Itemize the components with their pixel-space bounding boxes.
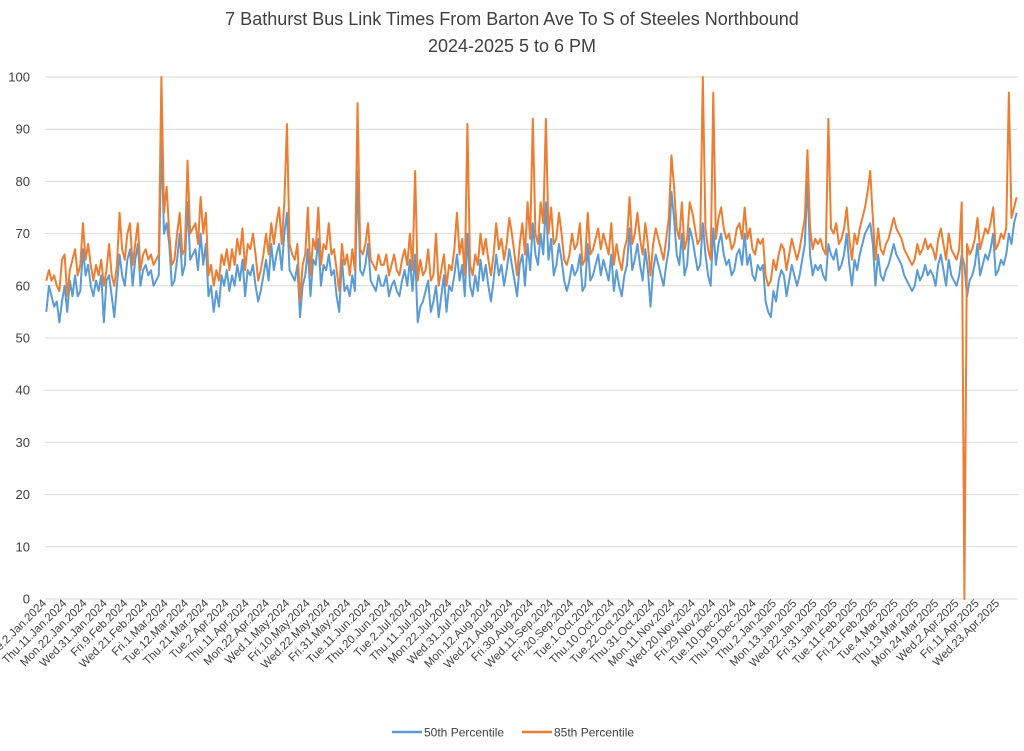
series-85th-percentile (45, 76, 1018, 600)
chart-subtitle: 2024-2025 5 to 6 PM (428, 36, 596, 56)
y-tick-label: 100 (8, 70, 30, 85)
legend-label: 50th Percentile (424, 726, 504, 740)
y-tick-label: 70 (16, 226, 30, 241)
y-tick-label: 90 (16, 122, 30, 137)
y-tick-label: 0 (23, 592, 30, 607)
y-tick-label: 80 (16, 174, 30, 189)
y-tick-label: 30 (16, 435, 30, 450)
y-tick-label: 50 (16, 331, 30, 346)
y-axis-ticks: 0 10 20 30 40 50 60 70 80 90 100 (8, 70, 30, 607)
series-line (45, 76, 1018, 600)
legend: 50th Percentile 85th Percentile (392, 726, 634, 740)
y-tick-label: 60 (16, 278, 30, 293)
legend-label: 85th Percentile (554, 726, 634, 740)
y-tick-label: 40 (16, 383, 30, 398)
series-layer (45, 76, 1018, 600)
y-tick-label: 10 (16, 539, 30, 554)
series-line (45, 138, 1018, 324)
chart-title: 7 Bathurst Bus Link Times From Barton Av… (225, 9, 799, 29)
y-tick-label: 20 (16, 487, 30, 502)
x-axis-ticks: Tue.2.Jan.2024Thu.11.Jan.2024Mon.22.Jan.… (0, 597, 1002, 671)
series-50th-percentile (45, 138, 1018, 324)
